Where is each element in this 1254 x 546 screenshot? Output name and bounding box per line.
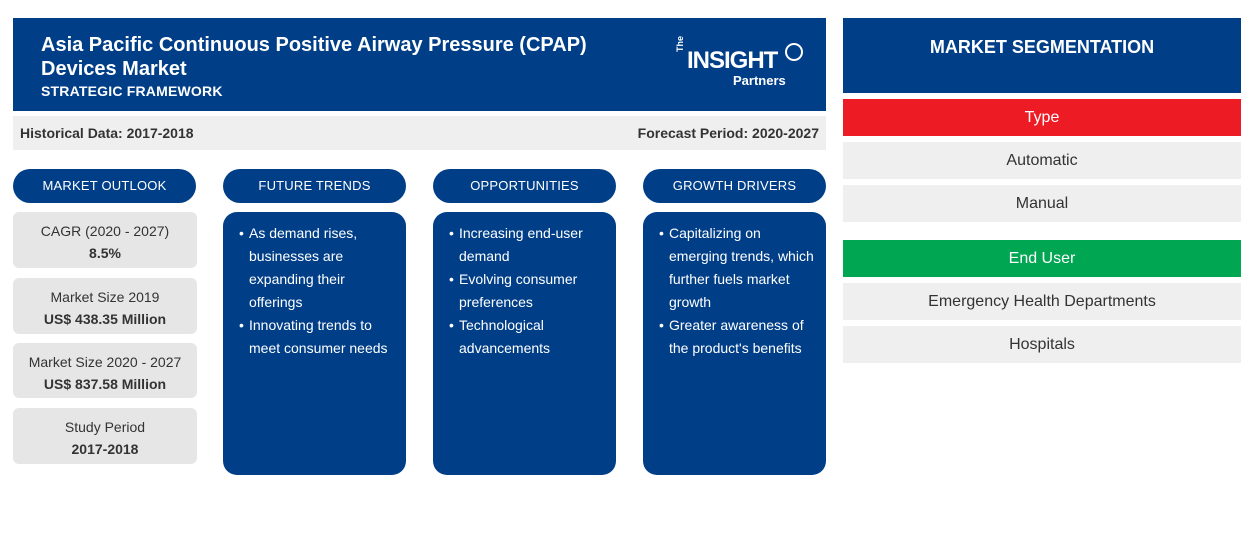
segment-item-automatic: Automatic bbox=[843, 142, 1241, 179]
growth-drivers-card: Capitalizing on emerging trends, which f… bbox=[643, 212, 826, 475]
stat-market-size-2019: Market Size 2019 US$ 438.35 Million bbox=[13, 278, 197, 334]
segmentation-title: MARKET SEGMENTATION bbox=[843, 18, 1241, 93]
stat-market-size-forecast: Market Size 2020 - 2027 US$ 837.58 Milli… bbox=[13, 343, 197, 398]
market-outlook-heading: MARKET OUTLOOK bbox=[13, 169, 196, 203]
stat-value: US$ 837.58 Million bbox=[43, 376, 167, 392]
forecast-period: Forecast Period: 2020-2027 bbox=[637, 125, 819, 141]
logo-partners: Partners bbox=[733, 73, 786, 88]
insight-partners-logo: The INSIGHT Partners bbox=[675, 36, 805, 92]
stat-value: US$ 438.35 Million bbox=[43, 311, 167, 327]
stat-cagr: CAGR (2020 - 2027) 8.5% bbox=[13, 212, 197, 268]
segment-item-hospitals: Hospitals bbox=[843, 326, 1241, 363]
future-trends-card: As demand rises, businesses are expandin… bbox=[223, 212, 406, 475]
growth-drivers-heading: GROWTH DRIVERS bbox=[643, 169, 826, 203]
segment-type-header: Type bbox=[843, 99, 1241, 136]
list-item: Evolving consumer preferences bbox=[449, 268, 608, 314]
future-trends-heading: FUTURE TRENDS bbox=[223, 169, 406, 203]
segment-end-user-header: End User bbox=[843, 240, 1241, 277]
list-item: Technological advancements bbox=[449, 314, 608, 360]
page-title: Asia Pacific Continuous Positive Airway … bbox=[41, 34, 587, 80]
segment-item-manual: Manual bbox=[843, 185, 1241, 222]
list-item: Greater awareness of the product's benef… bbox=[659, 314, 818, 360]
stat-value: 2017-2018 bbox=[71, 441, 139, 457]
list-item: Innovating trends to meet consumer needs bbox=[239, 314, 398, 360]
header-banner: Asia Pacific Continuous Positive Airway … bbox=[13, 18, 826, 111]
logo-insight: INSIGHT bbox=[687, 47, 778, 74]
opportunities-heading: OPPORTUNITIES bbox=[433, 169, 616, 203]
opportunities-card: Increasing end-user demand Evolving cons… bbox=[433, 212, 616, 475]
segment-item-emergency: Emergency Health Departments bbox=[843, 283, 1241, 320]
page-subtitle: STRATEGIC FRAMEWORK bbox=[41, 83, 223, 99]
list-item: As demand rises, businesses are expandin… bbox=[239, 222, 398, 314]
historical-data: Historical Data: 2017-2018 bbox=[20, 125, 194, 141]
stat-label: CAGR (2020 - 2027) bbox=[40, 223, 170, 239]
stat-value: 8.5% bbox=[89, 245, 121, 261]
stat-study-period: Study Period 2017-2018 bbox=[13, 408, 197, 464]
logo-the: The bbox=[675, 35, 685, 52]
logo-ring-icon bbox=[785, 43, 803, 61]
stat-label: Market Size 2020 - 2027 bbox=[28, 354, 182, 370]
list-item: Increasing end-user demand bbox=[449, 222, 608, 268]
list-item: Capitalizing on emerging trends, which f… bbox=[659, 222, 818, 314]
stat-label: Study Period bbox=[64, 419, 146, 435]
stat-label: Market Size 2019 bbox=[50, 289, 160, 305]
period-bar: Historical Data: 2017-2018 Forecast Peri… bbox=[13, 116, 826, 150]
